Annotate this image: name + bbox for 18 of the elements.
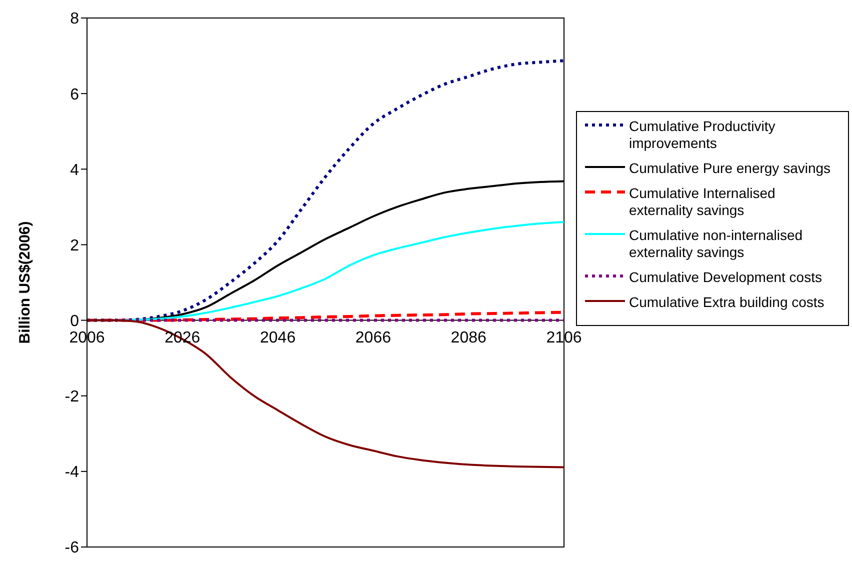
- y-tick-label: -4: [64, 464, 80, 482]
- legend-label: Cumulative Extra building costs: [629, 294, 824, 311]
- x-tick-label: 2066: [355, 329, 392, 346]
- y-tick-label: 6: [70, 86, 80, 104]
- legend-label: Cumulative Pure energy savings: [629, 160, 831, 177]
- y-tick-label: 4: [70, 162, 80, 179]
- legend-label: Cumulative Internalised externality savings: [629, 185, 776, 219]
- y-axis-title: Billion US$(2006): [16, 221, 34, 344]
- y-tick-label: 0: [70, 312, 80, 330]
- y-tick-label: 8: [70, 10, 80, 28]
- x-tick-label: 2046: [260, 329, 296, 346]
- y-tick-label: -2: [64, 388, 80, 406]
- legend-label: Cumulative Development costs: [629, 269, 822, 286]
- legend-label: Cumulative Productivity improvements: [629, 118, 776, 152]
- x-tick-label: 2086: [450, 329, 486, 346]
- legend-label: Cumulative non-internalised externality savings: [629, 227, 804, 261]
- y-tick-label: 2: [70, 237, 80, 254]
- y-tick-label: -6: [64, 540, 80, 557]
